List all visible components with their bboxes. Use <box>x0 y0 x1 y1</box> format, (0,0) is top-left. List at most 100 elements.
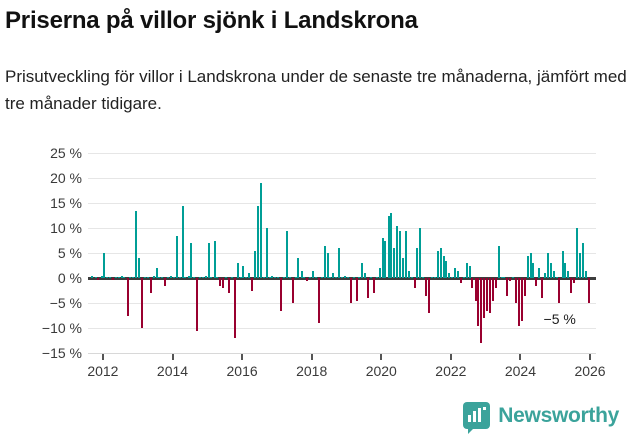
bar <box>306 278 309 281</box>
bar <box>112 278 114 280</box>
bar <box>198 276 201 278</box>
bar <box>291 278 294 303</box>
gridline <box>88 253 596 254</box>
bar <box>97 278 100 280</box>
bar <box>216 277 219 278</box>
x-axis-tick <box>519 354 522 360</box>
bar <box>132 276 135 278</box>
bar <box>155 268 158 278</box>
bar <box>364 273 367 278</box>
x-axis-tick-label: 2014 <box>156 363 189 379</box>
bar <box>219 278 222 286</box>
bar <box>352 277 355 278</box>
y-axis-tick-label: 10 % <box>50 220 82 236</box>
bar <box>178 277 181 278</box>
bar <box>538 268 541 278</box>
y-axis-tick-label: 20 % <box>50 170 82 186</box>
bar <box>210 276 213 278</box>
bar <box>158 276 161 278</box>
bar <box>396 225 399 278</box>
bar <box>144 276 147 278</box>
bar <box>277 277 280 278</box>
bar <box>459 278 462 283</box>
bar <box>381 238 384 278</box>
bar <box>514 278 517 303</box>
bar <box>184 276 187 278</box>
bar <box>581 243 584 278</box>
bar <box>344 276 347 278</box>
bar <box>129 277 132 278</box>
y-axis-tick-label: −10 % <box>41 320 82 336</box>
bar <box>407 270 410 278</box>
bar <box>445 260 448 278</box>
bar <box>575 228 578 278</box>
bar <box>123 276 126 278</box>
bar <box>161 277 164 278</box>
bar <box>523 278 526 296</box>
value-annotation: −5 % <box>543 311 576 327</box>
bar <box>355 278 358 301</box>
x-axis-line <box>88 353 596 354</box>
bar <box>300 270 303 278</box>
bar <box>454 268 457 278</box>
y-axis-tick-label: 0 % <box>57 270 82 286</box>
bar <box>503 276 506 278</box>
bar <box>294 276 297 278</box>
bar <box>387 215 390 278</box>
bar <box>431 277 434 278</box>
bar <box>149 278 152 293</box>
bar <box>100 275 103 278</box>
x-axis-tick-label: 2012 <box>87 363 119 379</box>
bar <box>494 278 497 288</box>
bar <box>346 276 349 278</box>
bar <box>535 278 538 286</box>
bar <box>201 277 204 278</box>
bar <box>227 278 230 293</box>
bar <box>468 265 471 278</box>
bar <box>555 277 558 278</box>
bar <box>384 240 387 278</box>
bar <box>283 276 286 278</box>
bar <box>549 263 552 278</box>
bar <box>573 278 576 283</box>
plot-area: −5 % <box>88 153 596 354</box>
bar <box>436 250 439 278</box>
gridline <box>88 303 596 304</box>
bar <box>320 276 323 278</box>
bar-chart: 25 % 20 % 15 % 10 % 5 % 0 % −5 % −10 % −15 % −5 … <box>0 145 631 380</box>
bar <box>231 277 233 278</box>
bar <box>312 270 315 278</box>
bar <box>372 278 375 293</box>
bar <box>245 277 248 278</box>
bar <box>427 278 430 313</box>
x-axis-tick <box>310 354 313 360</box>
newsworthy-logo[interactable]: Newsworthy <box>463 402 619 434</box>
bar <box>166 276 169 278</box>
bar <box>106 276 109 278</box>
bar-chart-speech-bubble-icon <box>463 402 491 434</box>
bar <box>242 265 245 278</box>
bar <box>257 205 260 278</box>
bar <box>314 277 317 278</box>
bar <box>349 278 352 303</box>
x-axis-tick-label: 2022 <box>435 363 467 379</box>
bar <box>448 273 451 278</box>
bar <box>309 276 312 278</box>
x-axis-tick <box>449 354 452 360</box>
bar <box>422 276 425 278</box>
bar <box>222 278 225 288</box>
bar <box>329 277 332 278</box>
zero-line <box>88 277 596 280</box>
bar <box>442 255 445 278</box>
bar <box>378 268 381 278</box>
bar <box>529 253 532 278</box>
bar <box>288 277 291 278</box>
bar <box>239 276 242 278</box>
bar <box>259 183 262 278</box>
bar <box>207 243 210 278</box>
bar <box>213 240 216 278</box>
gridline <box>88 228 596 229</box>
bar <box>370 277 373 278</box>
x-axis-labels: 2012 2014 2016 2018 2020 2022 2024 2026 <box>87 354 606 384</box>
